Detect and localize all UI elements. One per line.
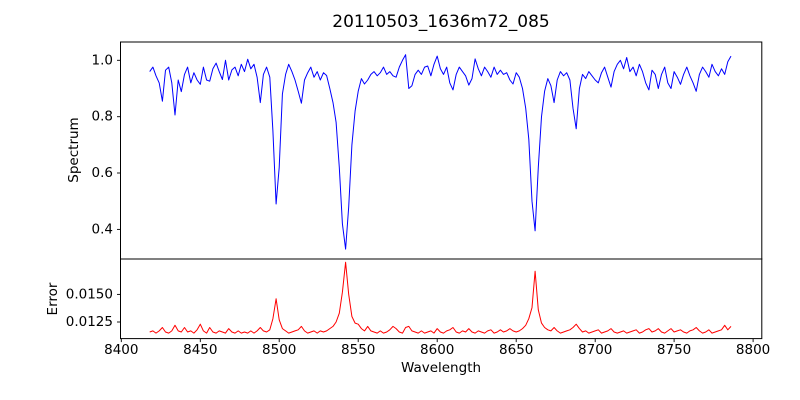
x-tick-label: 8650	[499, 342, 533, 358]
error-y-tick-label: 0.0150	[66, 286, 113, 302]
error-line	[149, 261, 732, 334]
spectrum-y-tick-label: 0.6	[92, 165, 113, 181]
x-tick-label: 8800	[736, 342, 770, 358]
spectrum-y-tick-label: 0.8	[92, 109, 113, 125]
x-tick-label: 8600	[420, 342, 454, 358]
chart-title: 20110503_1636m72_085	[332, 12, 550, 32]
spectrum-y-tick-label: 1.0	[92, 52, 113, 68]
x-tick-label: 8500	[262, 342, 296, 358]
x-tick-label: 8750	[657, 342, 691, 358]
spectrum-y-tick-label: 0.4	[92, 221, 113, 237]
x-axis-label: Wavelength	[400, 360, 482, 376]
x-tick-label: 8450	[183, 342, 217, 358]
spectrum-line	[149, 54, 732, 250]
x-tick-label: 8700	[578, 342, 612, 358]
x-tick-label: 8550	[341, 342, 375, 358]
error-panel-frame	[120, 258, 763, 340]
x-tick-label: 8400	[104, 342, 138, 358]
spectrum-panel-frame	[120, 41, 763, 260]
error-y-tick-label: 0.0125	[66, 314, 113, 330]
